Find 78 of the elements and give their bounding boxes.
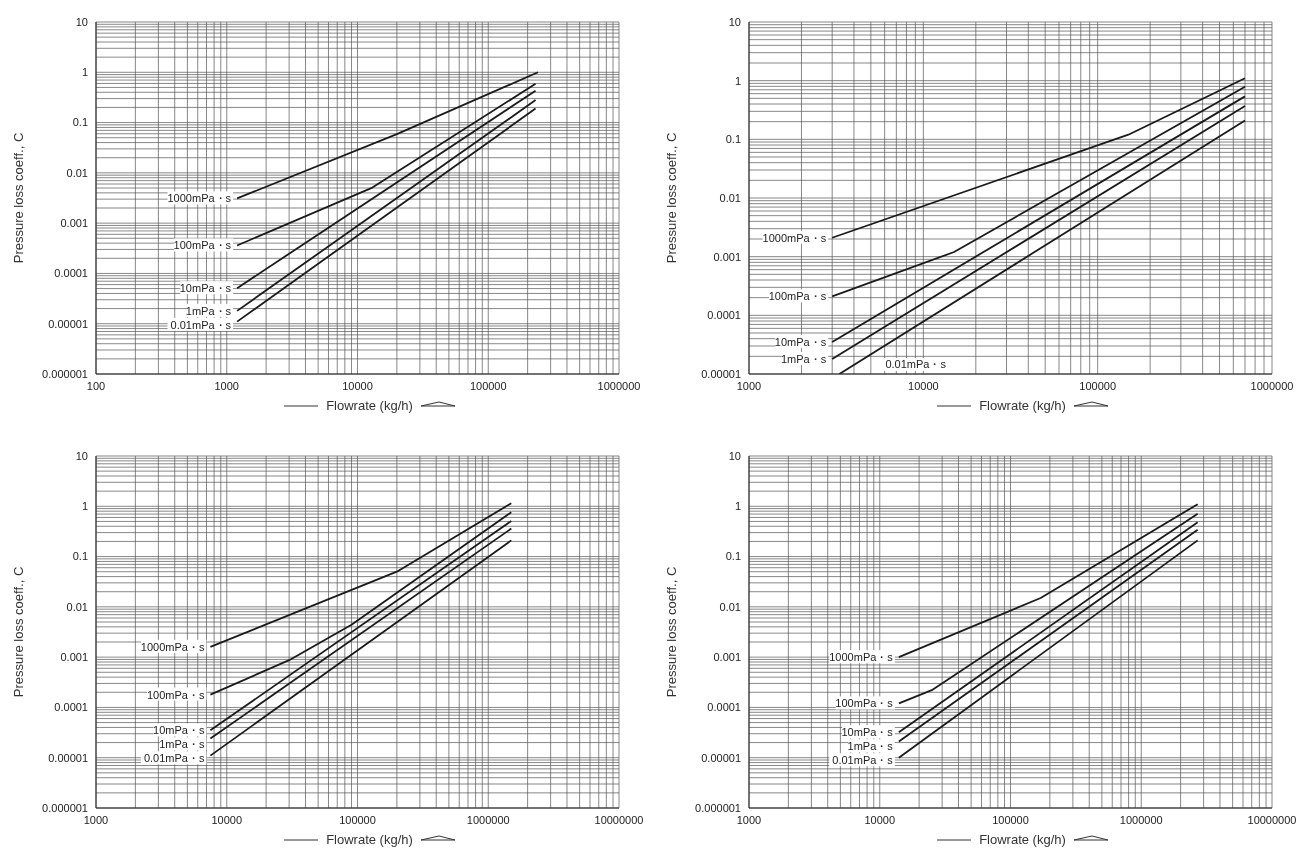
series-label: 10mPa・s [179,282,232,295]
series-label: 100mPa・s [835,697,894,710]
x-tick-label: 1000 [214,379,239,392]
y-tick-label: 10 [75,15,88,28]
y-tick-label: 0.0001 [707,309,741,322]
y-tick-label: 0.00001 [701,367,741,380]
y-tick-label: 1 [734,74,741,87]
series-label: 0.01mPa・s [143,752,205,765]
y-tick-label: 0.001 [60,651,88,664]
series-label: 10mPa・s [774,336,827,349]
series-label: 1mPa・s [780,353,827,366]
series-label: 100mPa・s [146,688,205,701]
series-label: 100mPa・s [768,290,827,303]
y-tick-label: 0.0001 [54,267,88,280]
y-tick-label: 0.00001 [48,751,88,764]
series-label: 1mPa・s [847,740,894,753]
y-tick-label: 0.00001 [48,317,88,330]
y-tick-label: 0.1 [72,116,88,129]
series-label: 0.01mPa・s [832,754,894,767]
x-tick-label: 1000000 [466,813,510,826]
y-tick-label: 10 [728,449,741,462]
x-axis-title: Flowrate (kg/h) [979,832,1066,847]
y-tick-label: 0.01 [66,600,88,613]
y-tick-label: 0.0001 [707,701,741,714]
series-label: 1000mPa・s [762,231,827,244]
x-tick-label: 1000 [736,813,762,826]
y-tick-label: 0.1 [725,550,741,563]
series-label: 0.01mPa・s [170,318,232,331]
y-tick-label: 0.0001 [54,701,88,714]
y-axis-title: Pressure loss coeff., C [663,566,679,698]
x-tick-label: 100000 [992,813,1029,826]
series-label: 10mPa・s [153,724,205,737]
x-tick-label: 1000000 [597,379,641,392]
y-tick-label: 0.001 [713,651,741,664]
y-axis-title: Pressure loss coeff., C [10,132,26,264]
series-label: 1000mPa・s [167,192,232,205]
y-tick-label: 0.000001 [695,801,741,814]
y-tick-label: 0.000001 [42,801,88,814]
y-tick-label: 1 [81,500,88,513]
x-tick-label: 10000 [211,813,243,826]
y-tick-label: 0.01 [719,600,741,613]
y-tick-label: 0.001 [713,250,741,263]
series-label: 1mPa・s [185,304,232,317]
y-tick-label: 0.00001 [701,751,741,764]
y-tick-label: 0.1 [725,133,741,146]
x-tick-label: 100 [86,379,106,392]
y-tick-label: 10 [728,15,741,28]
x-tick-label: 10000 [342,379,373,392]
y-axis-title: Pressure loss coeff., C [663,132,679,264]
series-label: 10mPa・s [841,726,894,739]
y-tick-label: 10 [75,449,88,462]
x-tick-label: 10000 [908,379,939,392]
x-tick-label: 100000 [339,813,376,826]
x-tick-label: 10000000 [1247,813,1297,826]
series-label: 100mPa・s [173,239,232,252]
series-label: 0.01mPa・s [885,358,947,370]
y-tick-label: 0.001 [60,217,88,230]
y-tick-label: 1 [734,500,741,513]
y-tick-label: 1 [81,66,88,79]
x-tick-label: 10000000 [594,813,644,826]
y-tick-label: 0.01 [719,191,741,204]
x-tick-label: 100000 [1079,379,1117,392]
y-axis-title: Pressure loss coeff., C [10,566,26,698]
x-tick-label: 1000 [736,379,762,392]
x-axis-title: Flowrate (kg/h) [326,832,413,847]
x-tick-label: 10000 [864,813,896,826]
y-tick-label: 0.000001 [42,367,88,380]
x-axis-title: Flowrate (kg/h) [979,398,1066,413]
x-tick-label: 1000000 [1119,813,1163,826]
x-tick-label: 100000 [469,379,507,392]
x-tick-label: 1000000 [1250,379,1294,392]
y-tick-label: 0.01 [66,166,88,179]
y-tick-label: 0.1 [72,550,88,563]
x-tick-label: 1000 [83,813,109,826]
x-axis-title: Flowrate (kg/h) [326,398,413,413]
series-label: 1mPa・s [159,738,205,751]
series-label: 1000mPa・s [140,640,205,653]
series-label: 1000mPa・s [829,651,894,664]
